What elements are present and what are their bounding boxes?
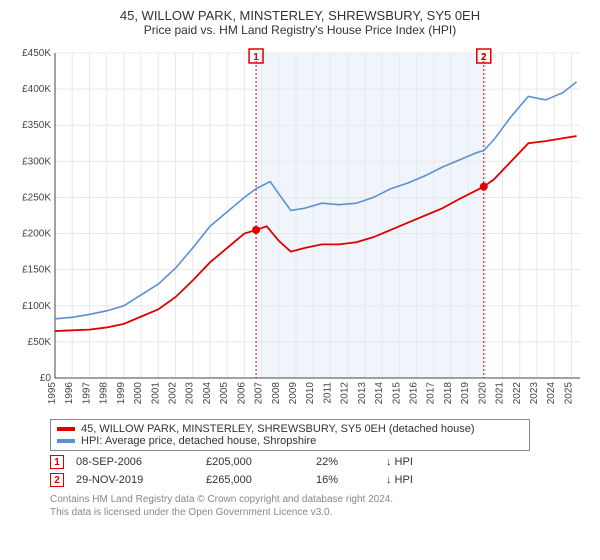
y-tick-label: £50K [28, 337, 52, 348]
y-tick-label: £450K [22, 48, 51, 59]
x-tick-label: 2008 [271, 382, 282, 405]
sale-row: 1 08-SEP-2006£205,00022%↓ HPI [50, 455, 590, 469]
legend: 45, WILLOW PARK, MINSTERLEY, SHREWSBURY,… [50, 419, 530, 451]
x-tick-label: 2021 [495, 382, 506, 405]
x-tick-label: 2019 [460, 382, 471, 405]
sale-price: £265,000 [206, 474, 316, 486]
x-tick-label: 2011 [322, 382, 333, 404]
x-tick-label: 2025 [563, 382, 574, 405]
sale-point [480, 183, 488, 191]
y-tick-label: £400K [22, 84, 51, 95]
x-tick-label: 1995 [47, 382, 58, 405]
x-tick-label: 2017 [426, 382, 437, 405]
sale-rel: ↓ HPI [386, 474, 413, 486]
x-tick-label: 2003 [185, 382, 196, 405]
sales-table: 1 08-SEP-2006£205,00022%↓ HPI 2 29-NOV-2019… [10, 455, 590, 487]
x-tick-label: 2006 [236, 382, 247, 405]
y-tick-label: £350K [22, 120, 51, 131]
legend-label: HPI: Average price, detached house, Shro… [81, 435, 316, 447]
title-sub: Price paid vs. HM Land Registry's House … [10, 23, 590, 37]
x-tick-label: 2013 [357, 382, 368, 405]
x-tick-label: 2022 [512, 382, 523, 405]
x-tick-label: 2020 [477, 382, 488, 405]
y-tick-label: £300K [22, 156, 51, 167]
legend-item: HPI: Average price, detached house, Shro… [57, 435, 523, 447]
sale-date: 29-NOV-2019 [76, 474, 206, 486]
x-tick-label: 2002 [167, 382, 178, 405]
sale-point [252, 226, 260, 234]
chart-svg: £0£50K£100K£150K£200K£250K£300K£350K£400… [10, 43, 590, 413]
sale-marker: 1 [50, 455, 64, 469]
y-tick-label: £150K [22, 265, 51, 276]
sale-marker: 2 [50, 473, 64, 487]
legend-swatch [57, 439, 75, 443]
legend-item: 45, WILLOW PARK, MINSTERLEY, SHREWSBURY,… [57, 423, 523, 435]
x-tick-label: 1997 [81, 382, 92, 405]
x-tick-label: 1999 [116, 382, 127, 405]
x-tick-label: 2024 [546, 382, 557, 405]
x-tick-label: 2010 [305, 382, 316, 405]
footer: Contains HM Land Registry data © Crown c… [50, 493, 590, 519]
x-tick-label: 2005 [219, 382, 230, 405]
x-tick-label: 2009 [288, 382, 299, 405]
x-tick-label: 2001 [150, 382, 161, 405]
shaded-band [256, 53, 484, 378]
sale-pct: 16% [316, 474, 386, 486]
sale-rel: ↓ HPI [386, 456, 413, 468]
x-tick-label: 2004 [202, 382, 213, 405]
sale-row: 2 29-NOV-2019£265,00016%↓ HPI [50, 473, 590, 487]
chart: £0£50K£100K£150K£200K£250K£300K£350K£400… [10, 43, 590, 413]
x-tick-label: 2018 [443, 382, 454, 405]
footer-line2: This data is licensed under the Open Gov… [50, 506, 590, 519]
x-tick-label: 2007 [254, 382, 265, 405]
legend-label: 45, WILLOW PARK, MINSTERLEY, SHREWSBURY,… [81, 423, 475, 435]
x-tick-label: 2012 [340, 382, 351, 405]
sale-date: 08-SEP-2006 [76, 456, 206, 468]
title-main: 45, WILLOW PARK, MINSTERLEY, SHREWSBURY,… [10, 8, 590, 23]
legend-swatch [57, 427, 75, 431]
footer-line1: Contains HM Land Registry data © Crown c… [50, 493, 590, 506]
x-tick-label: 2023 [529, 382, 540, 405]
x-tick-label: 1998 [99, 382, 110, 405]
x-tick-label: 2000 [133, 382, 144, 405]
y-tick-label: £100K [22, 301, 51, 312]
y-tick-label: £250K [22, 192, 51, 203]
x-tick-label: 2016 [408, 382, 419, 405]
x-tick-label: 1996 [64, 382, 75, 405]
x-tick-label: 2015 [391, 382, 402, 405]
y-tick-label: £200K [22, 229, 51, 240]
sale-price: £205,000 [206, 456, 316, 468]
marker-label: 2 [481, 52, 487, 63]
sale-pct: 22% [316, 456, 386, 468]
marker-label: 1 [253, 52, 259, 63]
chart-title: 45, WILLOW PARK, MINSTERLEY, SHREWSBURY,… [10, 8, 590, 37]
x-tick-label: 2014 [374, 382, 385, 405]
